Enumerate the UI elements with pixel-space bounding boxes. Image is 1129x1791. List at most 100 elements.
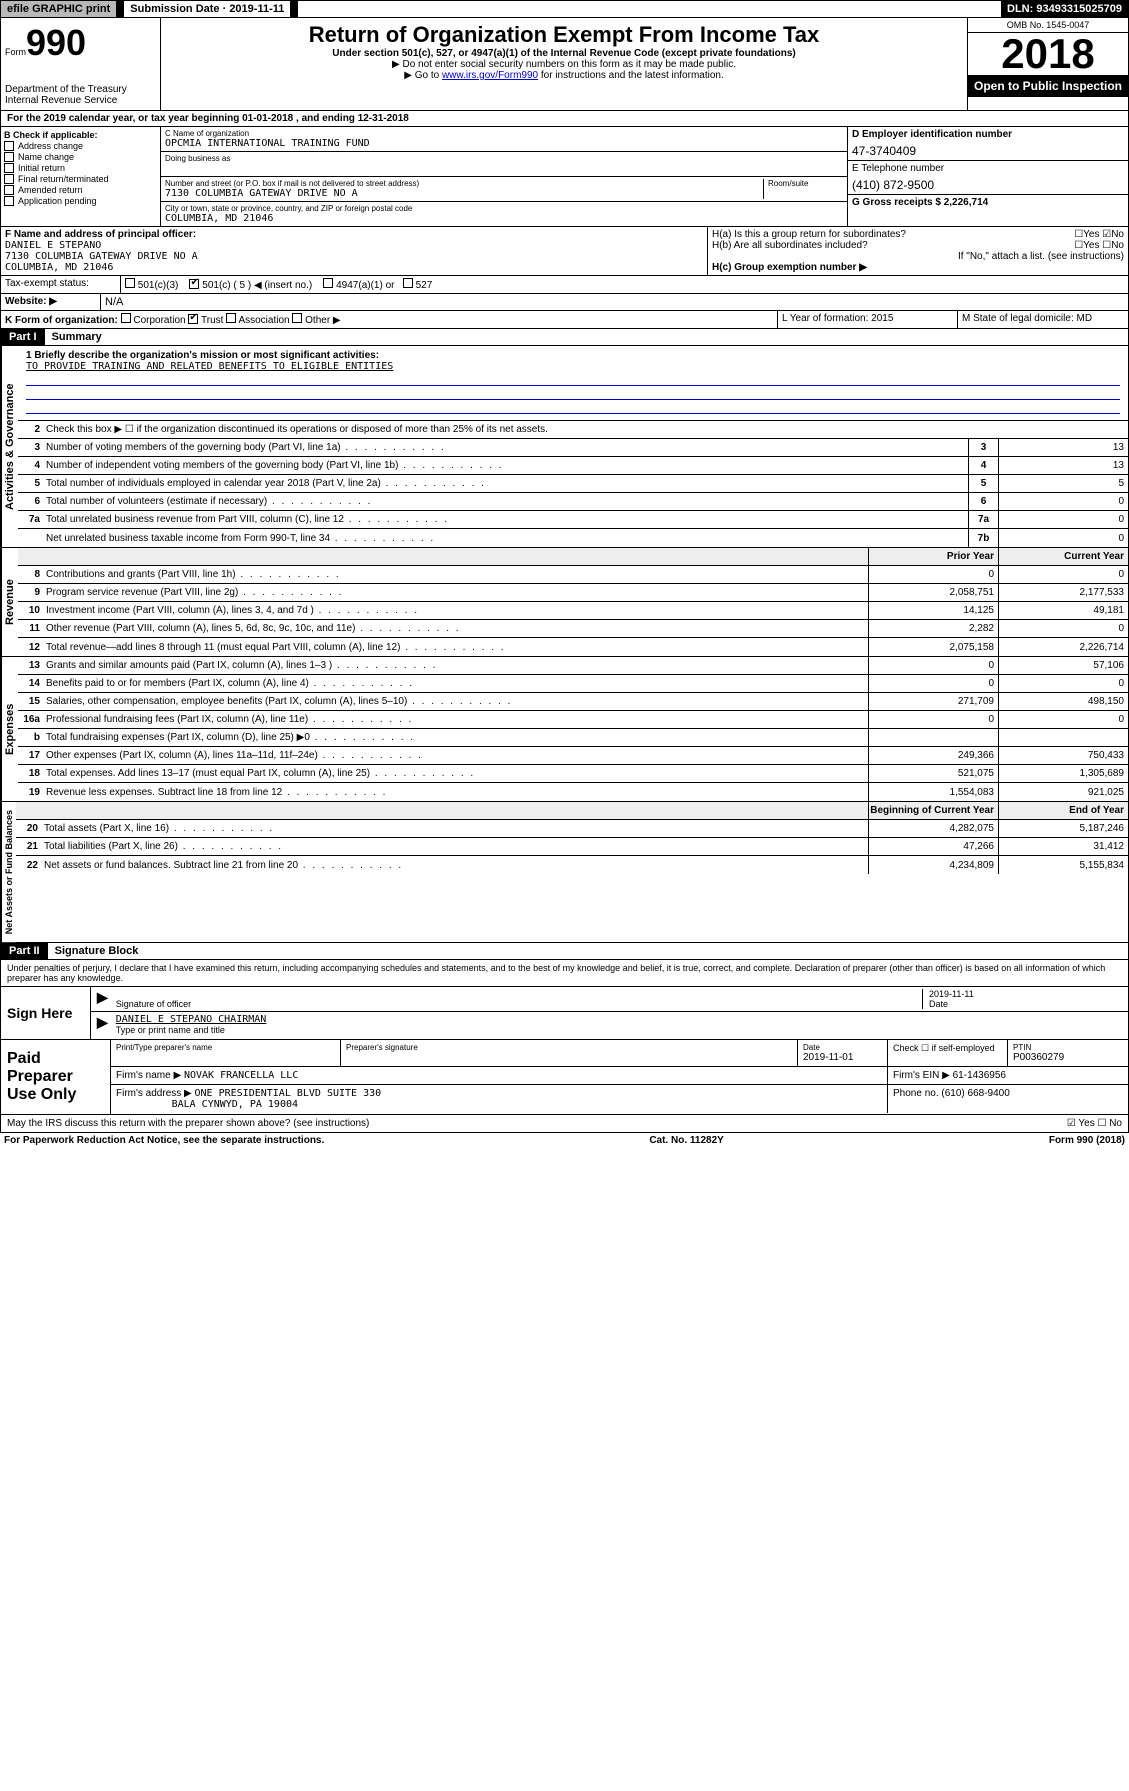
goto-prefix: ▶ Go to [404, 70, 442, 81]
summary-line: 18 Total expenses. Add lines 13–17 (must… [18, 765, 1128, 783]
summary-line: 19 Revenue less expenses. Subtract line … [18, 783, 1128, 801]
paid-preparer-label: Paid Preparer Use Only [1, 1040, 111, 1114]
org-name: OPCMIA INTERNATIONAL TRAINING FUND [165, 138, 843, 149]
summary-line: 21 Total liabilities (Part X, line 26) 4… [16, 838, 1128, 856]
summary-line: 3 Number of voting members of the govern… [18, 439, 1128, 457]
summary-line: 12 Total revenue—add lines 8 through 11 … [18, 638, 1128, 656]
opt-assoc: Association [238, 315, 289, 326]
cb-other[interactable] [292, 313, 302, 323]
summary-line: 4 Number of independent voting members o… [18, 457, 1128, 475]
col-prior-year: Prior Year [868, 548, 998, 565]
label-address-change: Address change [18, 141, 83, 151]
firm-ein-label: Firm's EIN ▶ [893, 1070, 950, 1081]
sign-section: Sign Here ▶ Signature of officer2019-11-… [0, 987, 1129, 1040]
website-value: N/A [101, 294, 1128, 310]
prep-date: 2019-11-01 [803, 1052, 882, 1063]
summary-line: 7a Total unrelated business revenue from… [18, 511, 1128, 529]
hc-label: H(c) Group exemption number ▶ [712, 262, 1124, 273]
dln-label: DLN: 93493315025709 [1001, 1, 1128, 17]
summary-line: b Total fundraising expenses (Part IX, c… [18, 729, 1128, 747]
top-bar: efile GRAPHIC print Submission Date · 20… [0, 0, 1129, 18]
cb-501c[interactable] [189, 279, 199, 289]
col-f: F Name and address of principal officer:… [1, 227, 708, 275]
cb-501c3[interactable] [125, 278, 135, 288]
section-klm: K Form of organization: Corporation Trus… [0, 311, 1129, 329]
firm-phone: (610) 668-9400 [941, 1088, 1009, 1099]
instructions-link[interactable]: www.irs.gov/Form990 [442, 70, 538, 81]
expenses-section: Expenses 13 Grants and similar amounts p… [0, 657, 1129, 802]
opt-trust: Trust [201, 315, 223, 326]
ein-value: 47-3740409 [852, 144, 1124, 158]
tax-period: For the 2019 calendar year, or tax year … [0, 111, 1129, 127]
perjury-statement: Under penalties of perjury, I declare th… [0, 960, 1129, 987]
date-label: Date [929, 999, 1122, 1009]
signer-name: DANIEL E STEPANO CHAIRMAN [116, 1014, 1122, 1025]
city-label: City or town, state or province, country… [165, 204, 843, 213]
self-employed-check[interactable]: Check ☐ if self-employed [888, 1040, 1008, 1066]
cb-trust[interactable] [188, 314, 198, 324]
section-i: Tax-exempt status: 501(c)(3) 501(c) ( 5 … [0, 276, 1129, 294]
cb-amended[interactable] [4, 185, 14, 195]
department-label: Department of the Treasury Internal Reve… [5, 84, 156, 106]
cb-address-change[interactable] [4, 141, 14, 151]
addr-label: Number and street (or P.O. box if mail i… [165, 179, 763, 188]
section-b-g: B Check if applicable: Address change Na… [0, 127, 1129, 227]
tax-year: 2018 [968, 33, 1128, 75]
col-c: C Name of organization OPCMIA INTERNATIO… [161, 127, 848, 226]
inspection-label: Open to Public Inspection [968, 75, 1128, 97]
part2-title: Signature Block [51, 945, 139, 957]
b-label: B Check if applicable: [4, 130, 157, 140]
opt-other: Other ▶ [305, 315, 340, 326]
cb-527[interactable] [403, 278, 413, 288]
firm-ein: 61-1436956 [953, 1070, 1006, 1081]
label-governance: Activities & Governance [1, 346, 18, 547]
title-cell: Return of Organization Exempt From Incom… [161, 18, 968, 110]
summary-line: 14 Benefits paid to or for members (Part… [18, 675, 1128, 693]
firm-addr-label: Firm's address ▶ [116, 1088, 192, 1099]
col-d-e-g: D Employer identification number 47-3740… [848, 127, 1128, 226]
cb-name-change[interactable] [4, 152, 14, 162]
form-number-cell: Form990 Department of the Treasury Inter… [1, 18, 161, 110]
part1-header-row: Part I Summary [0, 329, 1129, 346]
subtitle-2: ▶ Do not enter social security numbers o… [165, 59, 963, 70]
summary-line: 10 Investment income (Part VIII, column … [18, 602, 1128, 620]
label-revenue: Revenue [1, 548, 18, 656]
part2-header: Part II [1, 943, 48, 959]
footer-cat: Cat. No. 11282Y [649, 1135, 723, 1146]
part1-title: Summary [48, 331, 102, 343]
k-label: K Form of organization: [5, 315, 118, 326]
ha-answer: ☐Yes ☑No [1074, 229, 1124, 240]
org-address: 7130 COLUMBIA GATEWAY DRIVE NO A [165, 188, 763, 199]
phone-label: E Telephone number [852, 163, 1124, 174]
room-label: Room/suite [768, 179, 843, 188]
cb-final-return[interactable] [4, 174, 14, 184]
officer-name: DANIEL E STEPANO [5, 240, 703, 251]
dba-label: Doing business as [165, 154, 843, 163]
submission-date: Submission Date · 2019-11-11 [123, 0, 291, 18]
col-begin-year: Beginning of Current Year [868, 802, 998, 819]
page-footer: For Paperwork Reduction Act Notice, see … [0, 1133, 1129, 1148]
col-b-checkboxes: B Check if applicable: Address change Na… [1, 127, 161, 226]
opt-4947: 4947(a)(1) or [336, 280, 394, 291]
summary-line: 9 Program service revenue (Part VIII, li… [18, 584, 1128, 602]
cb-assoc[interactable] [226, 313, 236, 323]
subtitle-1: Under section 501(c), 527, or 4947(a)(1)… [165, 48, 963, 59]
part1-header: Part I [1, 329, 45, 345]
summary-grid: Activities & Governance 1 Briefly descri… [0, 346, 1129, 548]
discuss-answer: ☑ Yes ☐ No [1067, 1118, 1122, 1129]
efile-button[interactable]: efile GRAPHIC print [1, 1, 117, 17]
governance-body: 1 Briefly describe the organization's mi… [18, 346, 1128, 547]
cb-application-pending[interactable] [4, 196, 14, 206]
label-application-pending: Application pending [18, 196, 97, 206]
hb-label: H(b) Are all subordinates included? [712, 240, 1074, 251]
cb-initial-return[interactable] [4, 163, 14, 173]
summary-line: Net unrelated business taxable income fr… [18, 529, 1128, 547]
opt-corp: Corporation [133, 315, 185, 326]
ein-label: D Employer identification number [852, 129, 1124, 140]
discuss-question: May the IRS discuss this return with the… [7, 1118, 1067, 1129]
cb-corp[interactable] [121, 313, 131, 323]
ptin-label: PTIN [1013, 1043, 1123, 1052]
k-cell: K Form of organization: Corporation Trus… [1, 311, 778, 328]
l-year-formation: L Year of formation: 2015 [778, 311, 958, 328]
cb-4947[interactable] [323, 278, 333, 288]
